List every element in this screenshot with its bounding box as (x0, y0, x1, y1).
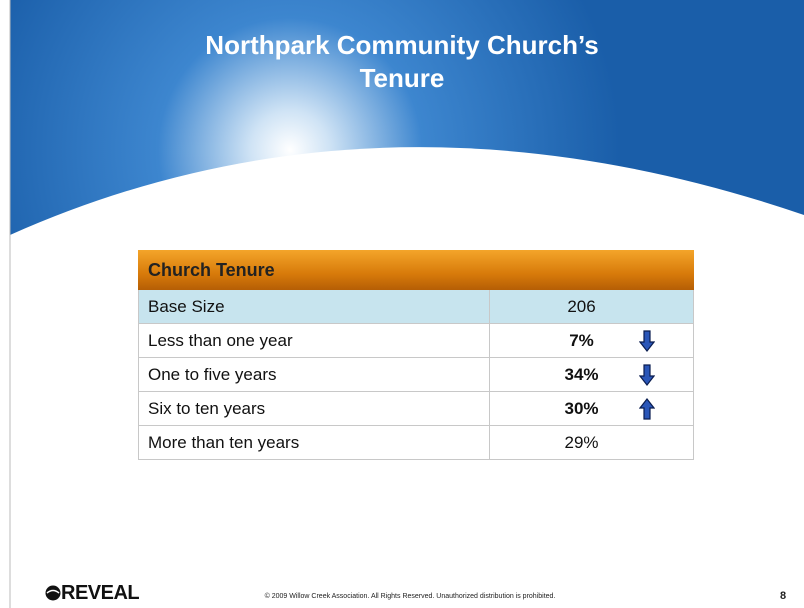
title-line: Tenure (359, 63, 445, 93)
table-row: Less than one year 7% (138, 324, 694, 358)
row-label: Base Size (148, 297, 225, 316)
table-row: One to five years 34% (138, 358, 694, 392)
logo-mark (45, 585, 61, 601)
table-row: Six to ten years 30% (138, 392, 694, 426)
down-arrow (639, 364, 655, 386)
row-label: One to five years (148, 365, 277, 384)
row-label: More than ten years (148, 433, 300, 452)
down-arrow (639, 330, 655, 352)
table-header: Church Tenure (138, 250, 694, 290)
row-value: 7% (569, 331, 594, 350)
row-value: 206 (567, 297, 596, 316)
copyright: © 2009 Willow Creek Association. All Rig… (264, 593, 556, 600)
row-value: 30% (564, 399, 599, 418)
title-line: Northpark Community Church’s (205, 30, 599, 60)
table-row: Base Size 206 (138, 290, 694, 324)
row-label: Six to ten years (148, 399, 266, 418)
row-value: 34% (564, 365, 599, 384)
page-number: 8 (780, 590, 787, 602)
table: Church Tenure Base Size 206 Less than on… (138, 250, 694, 460)
up-arrow (639, 398, 655, 420)
logo-text: REVEAL (61, 582, 140, 604)
row-value: 29% (564, 433, 599, 452)
logo: REVEAL (45, 582, 140, 605)
row-label: Less than one year (148, 331, 293, 350)
table-row: More than ten years 29% (138, 426, 694, 460)
